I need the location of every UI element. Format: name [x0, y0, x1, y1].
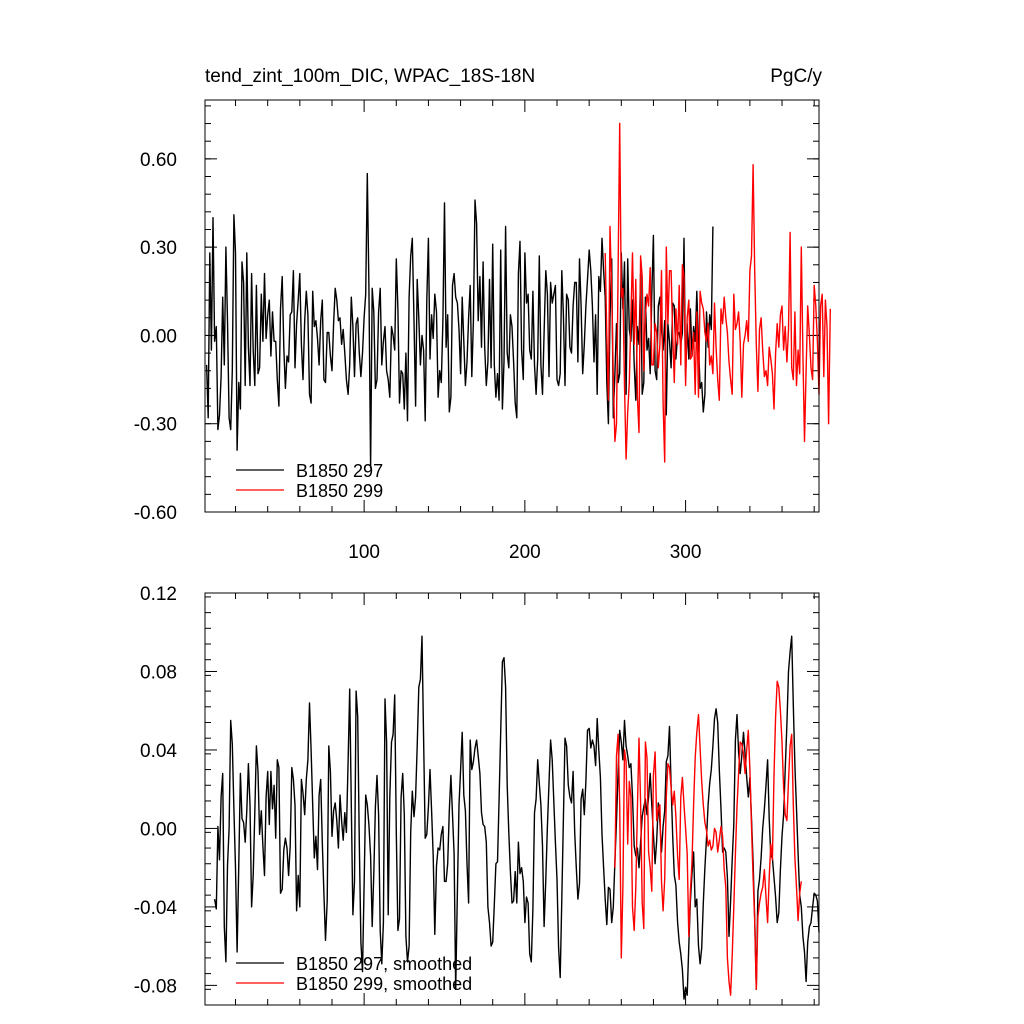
top-chart-title: tend_zint_100m_DIC, WPAC_18S-18N	[205, 66, 535, 87]
top-series-line-b1850-297	[205, 172, 714, 469]
bottom-y-tick-label: -0.04	[134, 898, 178, 919]
top-y-tick-label: 0.60	[140, 150, 177, 171]
top-plot-frame	[204, 99, 820, 513]
bottom-series-line-b1850-299	[614, 680, 802, 996]
top-x-tick-label: 300	[670, 542, 702, 563]
bottom-y-tick-label: 0.08	[140, 662, 177, 683]
bottom-series-line-b1850-297	[213, 635, 820, 1000]
bottom-chart: -0.08 -0.04 0.00 0.04 0.08 0.12 B1850 297, sm…	[134, 584, 820, 1006]
bottom-y-tick-labels: -0.08 -0.04 0.00 0.04 0.08 0.12	[134, 584, 178, 997]
top-y-tick-label: -0.30	[134, 415, 177, 436]
bottom-y-tick-label: 0.12	[140, 584, 177, 605]
top-y-tick-label: 0.00	[140, 326, 177, 347]
top-series-line-b1850-299	[604, 122, 831, 463]
top-x-tick-label: 100	[348, 542, 380, 563]
legend-label-b1850-297-smoothed: B1850 297, smoothed	[296, 954, 472, 974]
bottom-plot-lines	[213, 635, 820, 1000]
top-x-tick-label: 200	[509, 542, 541, 563]
top-legend: B1850 297 B1850 299	[236, 461, 383, 501]
top-y-tick-label: -0.60	[134, 503, 177, 524]
bottom-plot-frame	[204, 592, 820, 1006]
bottom-y-tick-label: 0.04	[140, 741, 177, 762]
bottom-legend: B1850 297, smoothed B1850 299, smoothed	[236, 954, 472, 994]
top-chart-units: PgC/y	[770, 66, 822, 87]
top-x-tick-labels: 100 200 300	[348, 542, 701, 563]
legend-label-b1850-299-smoothed: B1850 299, smoothed	[296, 974, 472, 994]
bottom-y-tick-label: 0.00	[140, 819, 177, 840]
bottom-y-tick-label: -0.08	[134, 976, 177, 997]
top-chart: tend_zint_100m_DIC, WPAC_18S-18N PgC/y 1…	[134, 66, 831, 563]
top-y-tick-labels: -0.60 -0.30 0.00 0.30 0.60	[134, 150, 177, 524]
top-y-tick-label: 0.30	[140, 238, 177, 259]
top-plot-lines	[205, 122, 831, 469]
legend-label-b1850-297: B1850 297	[296, 461, 383, 481]
legend-label-b1850-299: B1850 299	[296, 481, 383, 501]
